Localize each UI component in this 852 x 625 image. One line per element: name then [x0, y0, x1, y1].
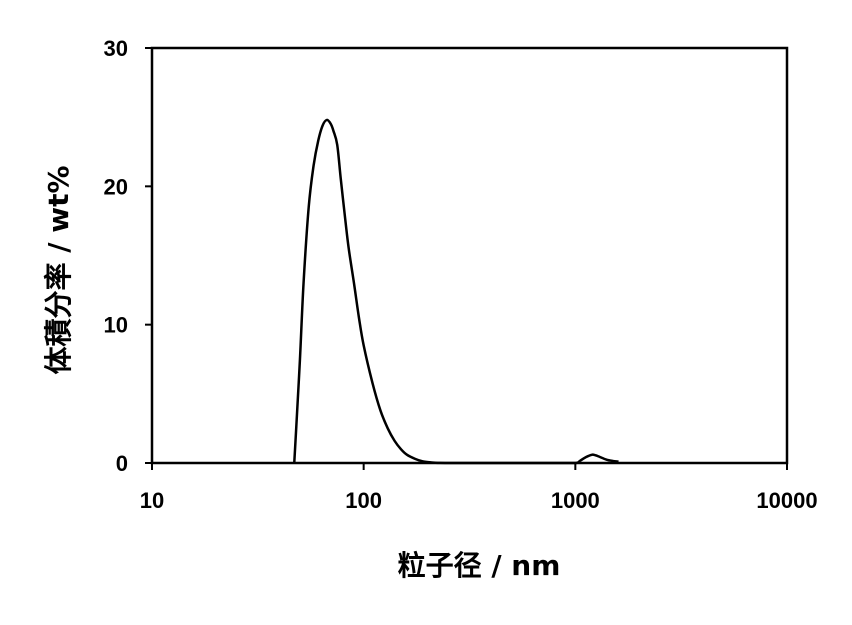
y-tick-label: 10	[104, 313, 128, 338]
y-axis-title: 体積分率 / wt%	[42, 165, 75, 374]
y-tick-label: 0	[116, 451, 128, 476]
x-tick-label: 10	[140, 488, 164, 513]
x-axis-ticks: 10 100 1000 10000	[140, 463, 818, 513]
y-axis-ticks: 0 10 20 30	[104, 36, 152, 476]
plot-frame	[150, 46, 789, 465]
x-tick-label: 10000	[756, 488, 817, 513]
series-line	[293, 118, 619, 465]
x-tick-label: 100	[345, 488, 382, 513]
x-axis-title: 粒子径 / nm	[398, 549, 561, 582]
y-tick-label: 20	[104, 174, 128, 199]
x-tick-label: 1000	[551, 488, 600, 513]
y-tick-label: 30	[104, 36, 128, 61]
